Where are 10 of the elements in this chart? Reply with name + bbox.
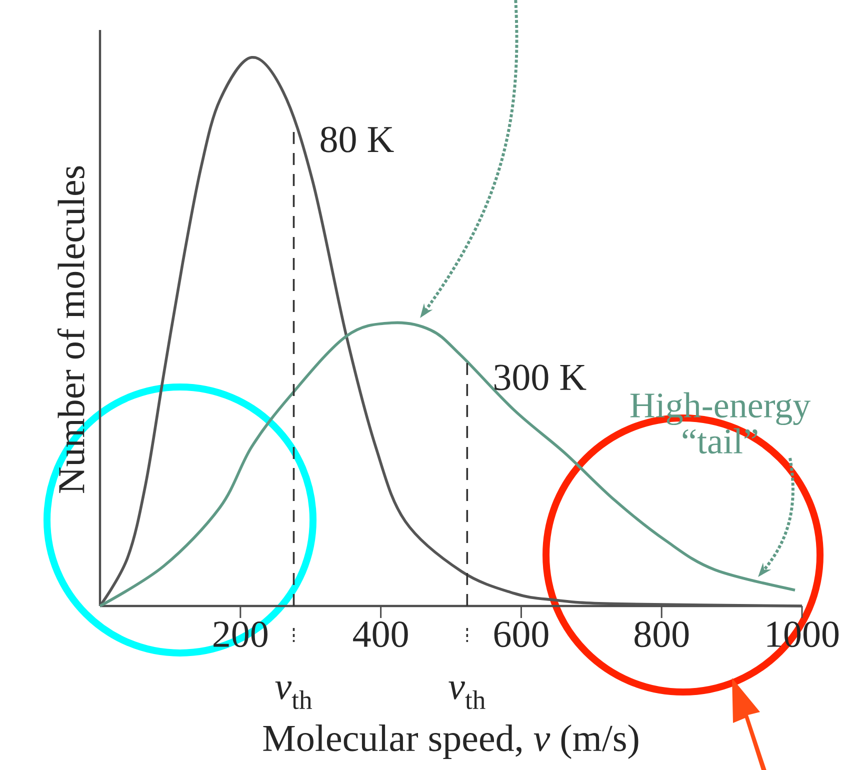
- x-tick-label: 600: [494, 622, 548, 648]
- annotation: High-energy “tail”: [630, 392, 811, 454]
- ref-line-label: v$_{th}$: [448, 682, 486, 710]
- series-label: 80 K: [320, 126, 394, 152]
- x-tick-label: 800: [634, 622, 689, 648]
- x-axis-title: Molecular speed, v (m/s): [263, 724, 638, 759]
- series-label: 300 K: [494, 364, 586, 390]
- x-tick-label: 400: [353, 622, 408, 648]
- y-axis-title: Number of molecules: [57, 166, 84, 494]
- ref-line-label: v$_{th}$: [275, 682, 312, 710]
